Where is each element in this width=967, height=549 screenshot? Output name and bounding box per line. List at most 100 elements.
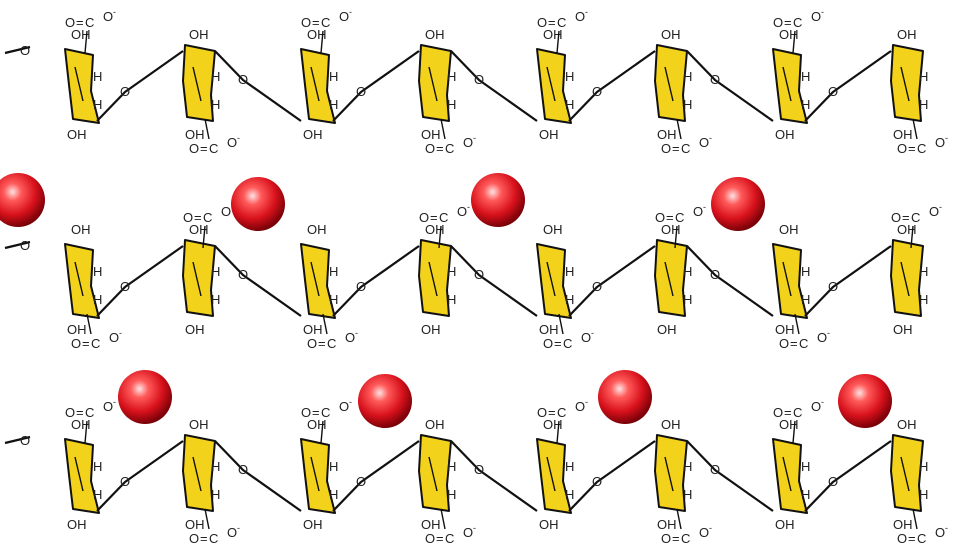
ring-hydrogen: H (447, 264, 456, 279)
ring-hydrogen: H (211, 459, 220, 474)
hydroxyl-group: OH (189, 27, 209, 42)
carboxylate-carbon: C (917, 141, 926, 156)
pyranose-ring (772, 438, 808, 514)
ring-hydrogen: H (211, 292, 220, 307)
negative-charge: - (355, 328, 358, 338)
carboxylate-oxygen: O (811, 9, 821, 24)
hydroxyl-group: OH (421, 517, 441, 532)
hydroxyl-group: OH (307, 222, 327, 237)
pyranose-ring (300, 438, 336, 514)
glycosidic-oxygen: O (120, 279, 130, 294)
carboxyl-bond (440, 508, 446, 530)
glycosidic-bond (332, 245, 420, 317)
negative-charge: - (473, 133, 476, 143)
hydroxyl-group: OH (661, 27, 681, 42)
hydroxyl-group: OH (185, 517, 205, 532)
pyranose-ring (536, 48, 572, 124)
carboxylate-oxygen: O (425, 141, 435, 156)
carboxylate-oxygen: O (661, 531, 671, 546)
glycosidic-bond (214, 50, 302, 122)
glycosidic-bond (804, 245, 892, 317)
hydroxyl-group: OH (189, 417, 209, 432)
negative-charge: - (237, 133, 240, 143)
carboxylate-double-bond: = (76, 405, 84, 420)
ring-bond (782, 66, 792, 102)
glycosidic-bond (214, 440, 302, 512)
carboxylate-oxygen: O (109, 330, 119, 345)
negative-charge: - (585, 397, 588, 407)
hydroxyl-group: OH (67, 517, 87, 532)
hydroxyl-group: OH (661, 417, 681, 432)
hydroxyl-group: OH (185, 127, 205, 142)
carboxyl-bond (792, 420, 796, 444)
ring-bond (74, 261, 84, 297)
ring-hydrogen: H (801, 487, 810, 502)
carboxylate-carbon: C (563, 336, 572, 351)
glycosidic-oxygen: O (710, 462, 720, 477)
glycosidic-oxygen: O (20, 238, 30, 253)
carboxylate-oxygen: O (935, 135, 945, 150)
carboxylate-double-bond: = (82, 336, 90, 351)
hydroxyl-group: OH (307, 27, 327, 42)
carboxylate-oxygen: O (227, 525, 237, 540)
ring-hydrogen: H (565, 264, 574, 279)
pyranose-ring (64, 48, 100, 124)
carboxylate-double-bond: = (666, 210, 674, 225)
carboxylate-double-bond: = (318, 336, 326, 351)
glycosidic-oxygen: O (828, 474, 838, 489)
metal-cation (231, 177, 285, 231)
carboxylate-oxygen: O (581, 330, 591, 345)
carboxylate-oxygen: O (345, 330, 355, 345)
glycosidic-oxygen: O (356, 84, 366, 99)
carboxyl-bond (912, 118, 918, 140)
ring-hydrogen: H (919, 487, 928, 502)
glycosidic-bond (450, 440, 538, 512)
glycosidic-bond (450, 50, 538, 122)
glycosidic-oxygen: O (238, 462, 248, 477)
metal-cation (358, 374, 412, 428)
glycosidic-bond (96, 50, 184, 122)
hydroxyl-group: OH (893, 517, 913, 532)
glycosidic-oxygen: O (120, 84, 130, 99)
carboxyl-bond (792, 30, 796, 54)
pyranose-ring (300, 243, 336, 319)
metal-cation (471, 173, 525, 227)
ring-hydrogen: H (919, 97, 928, 112)
hydroxyl-group: OH (897, 417, 917, 432)
glycosidic-bond (804, 440, 892, 512)
glycosidic-bond (96, 245, 184, 317)
carboxylate-oxygen: O (575, 9, 585, 24)
ring-bond (310, 261, 320, 297)
carboxylate-double-bond: = (784, 405, 792, 420)
chain-start-bond (4, 435, 31, 445)
carboxylate-oxygen: O (699, 525, 709, 540)
carboxylate-double-bond: = (672, 141, 680, 156)
carboxylate-double-bond: = (76, 15, 84, 30)
pyranose-ring (64, 243, 100, 319)
carboxylate-oxygen: O (693, 204, 703, 219)
carboxylate-oxygen: O (699, 135, 709, 150)
hydroxyl-group: OH (303, 322, 323, 337)
hydroxyl-group: OH (67, 322, 87, 337)
carboxylate-carbon: C (209, 531, 218, 546)
carboxyl-bond (556, 30, 560, 54)
ring-hydrogen: H (683, 264, 692, 279)
ring-hydrogen: H (565, 487, 574, 502)
hydroxyl-group: OH (543, 222, 563, 237)
ring-hydrogen: H (683, 69, 692, 84)
hydroxyl-group: OH (71, 27, 91, 42)
carboxyl-bond (84, 30, 88, 54)
hydroxyl-group: OH (893, 127, 913, 142)
carboxylate-oxygen: O (65, 15, 75, 30)
hydroxyl-group: OH (67, 127, 87, 142)
